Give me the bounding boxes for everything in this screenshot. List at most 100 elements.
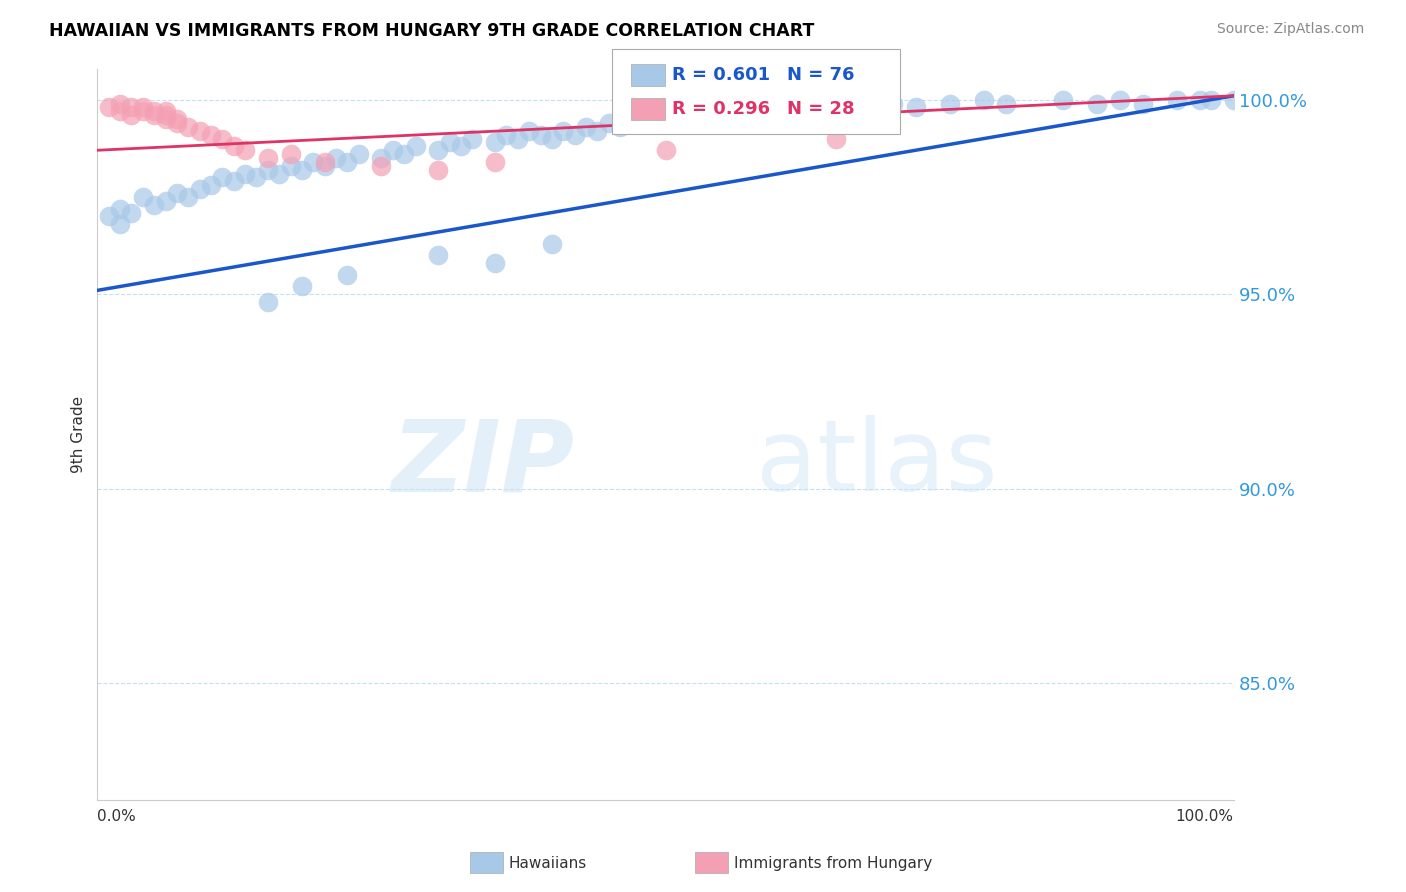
Point: [188, 182, 211, 196]
Point: [256, 162, 278, 177]
Point: [734, 104, 756, 119]
Point: [995, 96, 1018, 111]
Point: [392, 147, 415, 161]
Point: [484, 136, 506, 150]
Point: [439, 136, 461, 150]
Text: ZIP: ZIP: [392, 415, 575, 512]
Point: [1109, 93, 1132, 107]
Point: [370, 159, 392, 173]
Point: [108, 104, 131, 119]
Point: [904, 100, 927, 114]
Point: [222, 174, 245, 188]
Point: [280, 159, 302, 173]
Point: [1087, 96, 1109, 111]
Point: [484, 256, 506, 270]
Text: N = 28: N = 28: [787, 100, 855, 118]
Point: [427, 248, 450, 262]
Point: [484, 155, 506, 169]
Point: [245, 170, 267, 185]
Point: [790, 100, 813, 114]
Point: [825, 100, 848, 114]
Point: [336, 155, 359, 169]
Point: [541, 236, 564, 251]
Point: [575, 120, 598, 134]
Point: [381, 143, 404, 157]
Point: [654, 143, 676, 157]
Point: [314, 155, 336, 169]
Point: [1166, 93, 1188, 107]
Point: [1052, 93, 1074, 107]
Point: [654, 112, 676, 127]
Point: [222, 139, 245, 153]
Point: [553, 124, 575, 138]
Point: [325, 151, 347, 165]
Point: [586, 124, 609, 138]
Point: [529, 128, 551, 142]
Point: [756, 108, 779, 122]
Point: [506, 131, 529, 145]
Point: [665, 116, 688, 130]
Point: [631, 116, 654, 130]
Point: [132, 104, 155, 119]
Point: [711, 108, 734, 122]
Point: [143, 198, 166, 212]
Point: [427, 143, 450, 157]
Point: [1188, 93, 1211, 107]
Point: [256, 151, 278, 165]
Point: [155, 194, 177, 208]
Point: [211, 170, 233, 185]
Point: [120, 205, 142, 219]
Point: [517, 124, 540, 138]
Point: [495, 128, 517, 142]
Point: [450, 139, 472, 153]
Point: [291, 279, 314, 293]
Point: [336, 268, 359, 282]
Point: [768, 104, 790, 119]
Point: [166, 186, 188, 200]
Text: atlas: atlas: [756, 415, 998, 512]
Point: [427, 162, 450, 177]
Point: [825, 131, 848, 145]
Point: [108, 96, 131, 111]
Point: [405, 139, 427, 153]
Point: [177, 120, 200, 134]
Point: [166, 112, 188, 127]
Point: [233, 167, 256, 181]
Point: [177, 190, 200, 204]
Point: [143, 108, 166, 122]
Point: [166, 116, 188, 130]
Point: [461, 131, 484, 145]
Text: Source: ZipAtlas.com: Source: ZipAtlas.com: [1216, 22, 1364, 37]
Text: R = 0.601: R = 0.601: [672, 66, 770, 84]
Point: [291, 162, 314, 177]
Point: [143, 104, 166, 119]
Text: N = 76: N = 76: [787, 66, 855, 84]
Point: [108, 202, 131, 216]
Point: [280, 147, 302, 161]
Point: [689, 112, 711, 127]
Point: [1199, 93, 1222, 107]
Point: [108, 217, 131, 231]
Point: [155, 108, 177, 122]
Point: [256, 295, 278, 310]
Point: [97, 100, 120, 114]
Point: [269, 167, 291, 181]
Point: [188, 124, 211, 138]
Point: [564, 128, 586, 142]
Text: R = 0.296: R = 0.296: [672, 100, 770, 118]
Point: [678, 108, 700, 122]
Point: [200, 128, 222, 142]
Text: 100.0%: 100.0%: [1175, 809, 1234, 824]
Point: [848, 104, 870, 119]
Point: [120, 108, 142, 122]
Point: [347, 147, 370, 161]
Point: [1223, 93, 1246, 107]
Point: [609, 120, 631, 134]
Point: [97, 210, 120, 224]
Point: [302, 155, 325, 169]
Point: [200, 178, 222, 193]
Y-axis label: 9th Grade: 9th Grade: [72, 396, 86, 473]
Point: [973, 93, 995, 107]
Point: [598, 116, 620, 130]
Text: HAWAIIAN VS IMMIGRANTS FROM HUNGARY 9TH GRADE CORRELATION CHART: HAWAIIAN VS IMMIGRANTS FROM HUNGARY 9TH …: [49, 22, 814, 40]
